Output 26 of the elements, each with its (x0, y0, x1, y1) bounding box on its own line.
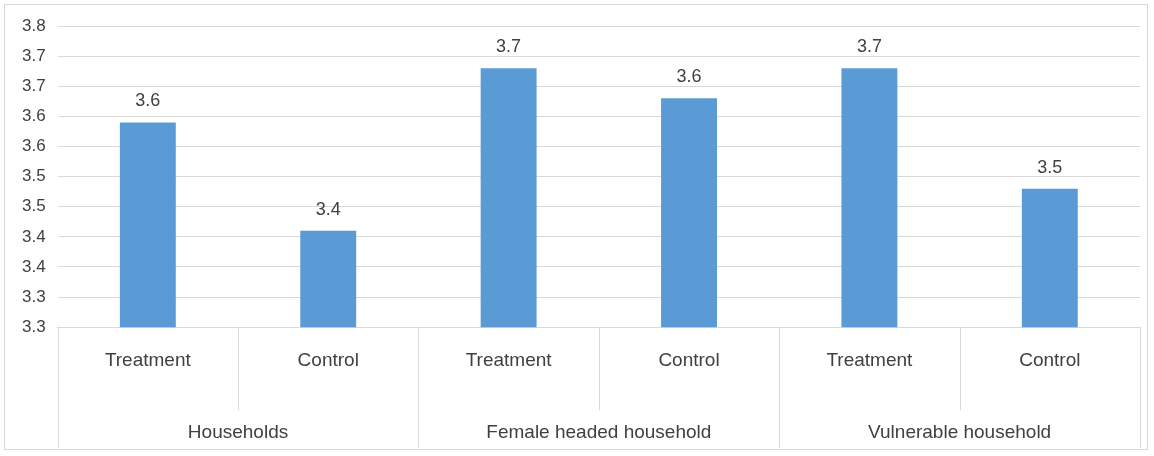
x-tick-label: Treatment (104, 348, 192, 370)
x-tick-label: Treatment (465, 348, 553, 370)
y-tick-label: 3.3 (21, 316, 46, 336)
y-tick-label: 3.4 (21, 226, 46, 246)
data-label: 3.4 (315, 198, 341, 219)
y-tick-label: 3.4 (21, 256, 46, 276)
text: Households (187, 421, 289, 443)
y-tick-label: 3.7 (21, 45, 46, 65)
y-tick-label: 3.5 (21, 166, 46, 186)
data-label: 3.6 (135, 90, 161, 111)
data-label: 3.7 (856, 36, 882, 57)
data-label: 3.5 (1037, 156, 1063, 177)
x-tick-label: Control (658, 348, 720, 370)
y-tick-label: 3.5 (21, 196, 46, 216)
x-tick-label: Treatment (826, 348, 914, 370)
y-tick-label: 3.8 (21, 15, 46, 35)
x-tick-label: Control (1019, 348, 1081, 370)
text: Vulnerable household (868, 421, 1052, 443)
y-tick-label: 3.6 (21, 136, 46, 156)
text: Female headed household (486, 421, 712, 443)
data-label: 3.7 (496, 36, 522, 57)
y-tick-label: 3.7 (21, 75, 46, 95)
y-tick-label: 3.3 (21, 286, 46, 306)
data-label: 3.6 (676, 66, 702, 87)
y-tick-label: 3.6 (21, 106, 46, 126)
x-tick-label: Control (297, 348, 359, 370)
